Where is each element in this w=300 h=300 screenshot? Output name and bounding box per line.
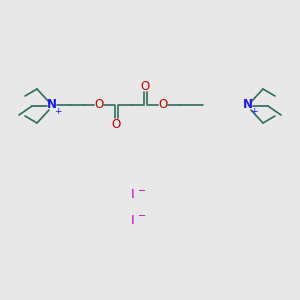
Text: −: − [138, 186, 146, 196]
Text: O: O [111, 118, 121, 130]
Text: N: N [243, 98, 253, 112]
Text: O: O [158, 98, 168, 112]
Text: N: N [47, 98, 57, 112]
Text: O: O [94, 98, 103, 112]
Text: I: I [131, 188, 135, 202]
Text: −: − [138, 211, 146, 221]
Text: +: + [250, 106, 258, 116]
Text: +: + [54, 106, 62, 116]
Text: O: O [140, 80, 150, 92]
Text: I: I [131, 214, 135, 226]
